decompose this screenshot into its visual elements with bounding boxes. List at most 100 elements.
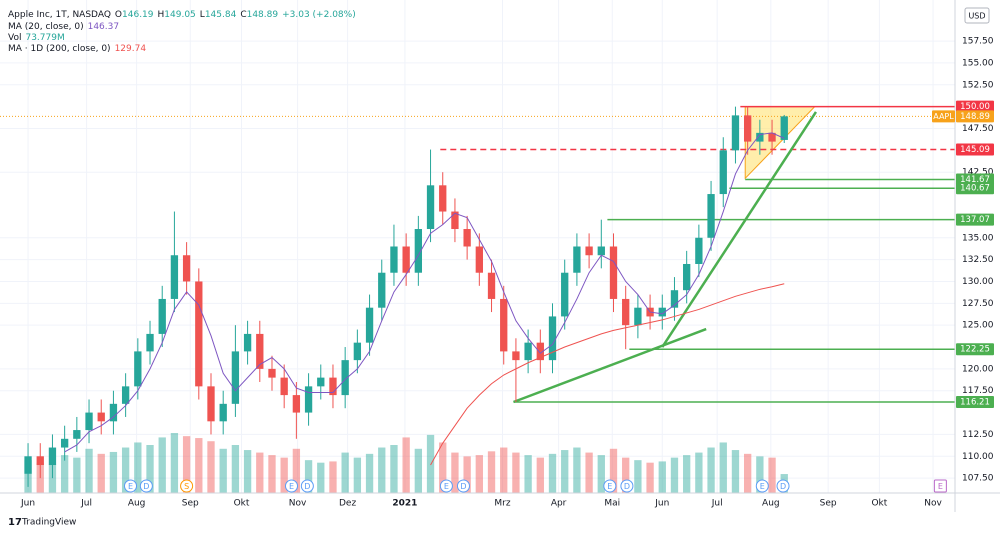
legend-title: Apple Inc, 1T, NASDAQ <box>8 10 111 20</box>
legend: Apple Inc, 1T, NASDAQ O146.19 H149.05 L145.… <box>8 10 356 54</box>
legend-key: L <box>200 10 205 20</box>
level-label: 122.25 <box>960 345 990 355</box>
event-marker <box>603 479 617 493</box>
candle-body <box>195 281 203 387</box>
volume-bar <box>353 457 362 493</box>
volume-bar <box>768 457 776 493</box>
candle-body <box>719 150 727 195</box>
moving-average <box>64 132 785 453</box>
candle-body <box>683 263 691 291</box>
candle-body <box>280 377 288 396</box>
y-tick-label: 147.50 <box>962 124 994 134</box>
candle-body <box>48 447 57 466</box>
level-label: 116.21 <box>960 398 990 408</box>
event-marker <box>755 479 769 493</box>
event-letter: D <box>624 482 630 491</box>
candle-body <box>670 290 679 308</box>
moving-average <box>430 283 785 466</box>
level-label-box <box>956 143 994 156</box>
candle-body <box>463 229 471 247</box>
volume-bar <box>256 452 264 493</box>
x-tick-label: Sep <box>820 499 837 509</box>
event-marker <box>620 479 634 493</box>
indicator-value: 73.779M <box>25 33 64 43</box>
level-label: 150.00 <box>960 102 990 112</box>
y-tick-label: 155.00 <box>962 58 994 68</box>
x-tick-label: Aug <box>128 499 146 509</box>
volume-bar <box>231 445 240 493</box>
candle-body <box>121 386 130 404</box>
volume-bar <box>341 452 349 493</box>
volume-bar <box>292 448 301 493</box>
x-tick-label: Nov <box>289 499 307 509</box>
volume-bar <box>73 457 81 493</box>
candle-body <box>512 351 520 361</box>
volume-bar <box>48 464 57 493</box>
candle-body <box>573 246 581 273</box>
candle-body <box>170 255 179 299</box>
x-tick-label: Mai <box>604 499 620 509</box>
y-tick-label: 120.00 <box>962 364 994 374</box>
candle-body <box>548 316 557 361</box>
volume-bar <box>573 447 581 493</box>
y-tick-label: 127.50 <box>962 299 994 309</box>
brand: 17 TradingView <box>8 517 76 528</box>
y-tick-label: 132.50 <box>962 255 994 265</box>
candle-body <box>390 246 398 273</box>
event-letter: S <box>184 482 189 491</box>
event-letter: E <box>289 482 294 491</box>
event-marker <box>139 479 153 493</box>
event-marker <box>300 479 314 493</box>
candle-body <box>524 342 532 361</box>
volume-bar <box>731 450 740 493</box>
x-tick-label: Nov <box>924 499 942 509</box>
x-tick-label: Apr <box>551 499 567 509</box>
volume-bar <box>390 445 398 493</box>
volume-bar <box>743 453 752 493</box>
volume-bar <box>512 452 520 493</box>
grid <box>0 0 955 493</box>
candle-body <box>561 272 569 317</box>
candle-body <box>634 307 642 326</box>
legend-change: +3.03 (+2.08%) <box>282 10 356 20</box>
candle-body <box>414 229 423 273</box>
currency-box[interactable] <box>964 7 990 24</box>
volume-bar <box>414 448 423 493</box>
volume-bar <box>524 455 532 493</box>
candle-body <box>475 246 483 273</box>
legend-row: Vol 73.779M <box>8 33 65 43</box>
event-letter: E <box>128 482 133 491</box>
x-tick-label: Jun <box>654 499 669 509</box>
legend-value: 145.84 <box>205 10 237 20</box>
candle-body <box>500 298 508 352</box>
volume-bar <box>60 455 69 493</box>
volume-bar <box>670 457 679 493</box>
candle-body <box>743 115 752 142</box>
event-letter: D <box>304 482 310 491</box>
event-marker <box>285 479 299 493</box>
candle-body <box>597 246 605 256</box>
candle-body <box>487 272 496 299</box>
volume-bar <box>182 436 191 493</box>
candle-body <box>317 377 325 387</box>
candle-body <box>707 194 715 238</box>
candle-body <box>304 386 313 413</box>
volume-bar <box>487 451 496 493</box>
legend-key: H <box>158 10 165 20</box>
level-label-box <box>956 213 994 226</box>
event-letter: D <box>780 482 786 491</box>
event-letter: E <box>760 482 765 491</box>
indicator-value: 129.74 <box>115 44 147 54</box>
legend-value: 146.19 <box>122 10 154 20</box>
level-label: 137.07 <box>960 215 990 225</box>
candle-body <box>780 116 788 140</box>
y-tick-label: 157.50 <box>962 37 994 47</box>
candle-body <box>60 438 69 448</box>
candle-body <box>365 307 374 343</box>
candle-body <box>268 368 276 378</box>
level-tag: AAPL <box>933 112 954 121</box>
y-tick-label: 142.50 <box>962 168 994 178</box>
volume-bar <box>500 447 508 493</box>
